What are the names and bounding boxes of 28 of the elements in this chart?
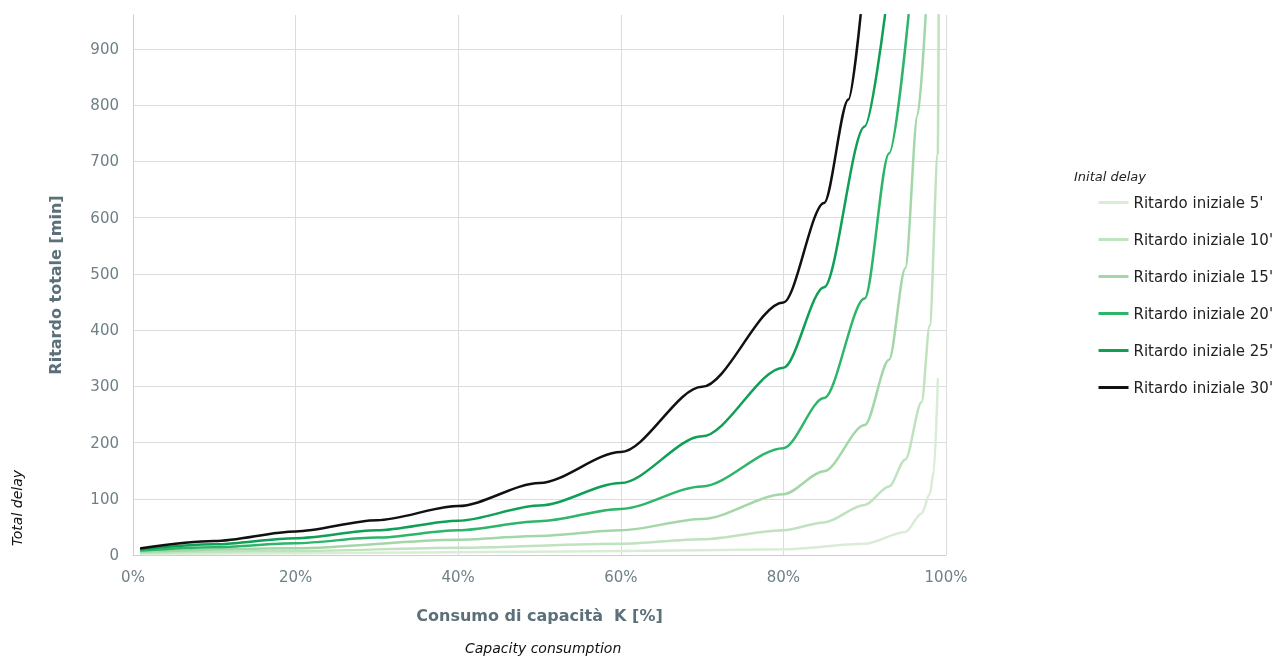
text: Capacity consumption: [465, 640, 622, 656]
x-tick-label: 100%: [924, 567, 968, 586]
y-tick-label: 200: [90, 433, 119, 452]
legend-title: Inital delay: [1073, 169, 1147, 184]
y-tick-label: 800: [90, 96, 119, 114]
y-tick-label: 100: [90, 489, 119, 508]
legend-label: Ritardo iniziale 10': [1133, 230, 1273, 249]
legend-label: Ritardo iniziale 20': [1133, 304, 1273, 323]
y-tick-label: 500: [90, 264, 119, 283]
y-tick-label: 600: [90, 208, 119, 227]
x-tick-label: 60%: [604, 567, 638, 586]
x-tick-label: 40%: [441, 567, 475, 586]
y-tick-label: 0: [109, 546, 119, 564]
legend-label: Ritardo iniziale 15': [1133, 267, 1273, 286]
y-axis-title: Ritardo totale [min]: [45, 195, 65, 375]
y-tick-label: 300: [90, 377, 119, 396]
text: Total delay: [9, 469, 25, 547]
legend-label: Ritardo iniziale 5': [1133, 193, 1264, 212]
legend-label: Ritardo iniziale 30': [1133, 378, 1273, 397]
y-tick-label: 400: [90, 321, 119, 339]
legend-label: Ritardo iniziale 25': [1133, 341, 1273, 360]
x-tick-label: 20%: [278, 567, 313, 586]
x-axis-title: Consumo di capacità K [%]: [416, 605, 663, 625]
x-tick-label: 0%: [121, 567, 145, 586]
line-series: [139, 377, 940, 556]
y-tick-label: 700: [90, 152, 119, 171]
x-tick-label: 80%: [766, 567, 801, 586]
y-tick-label: 900: [90, 39, 119, 58]
